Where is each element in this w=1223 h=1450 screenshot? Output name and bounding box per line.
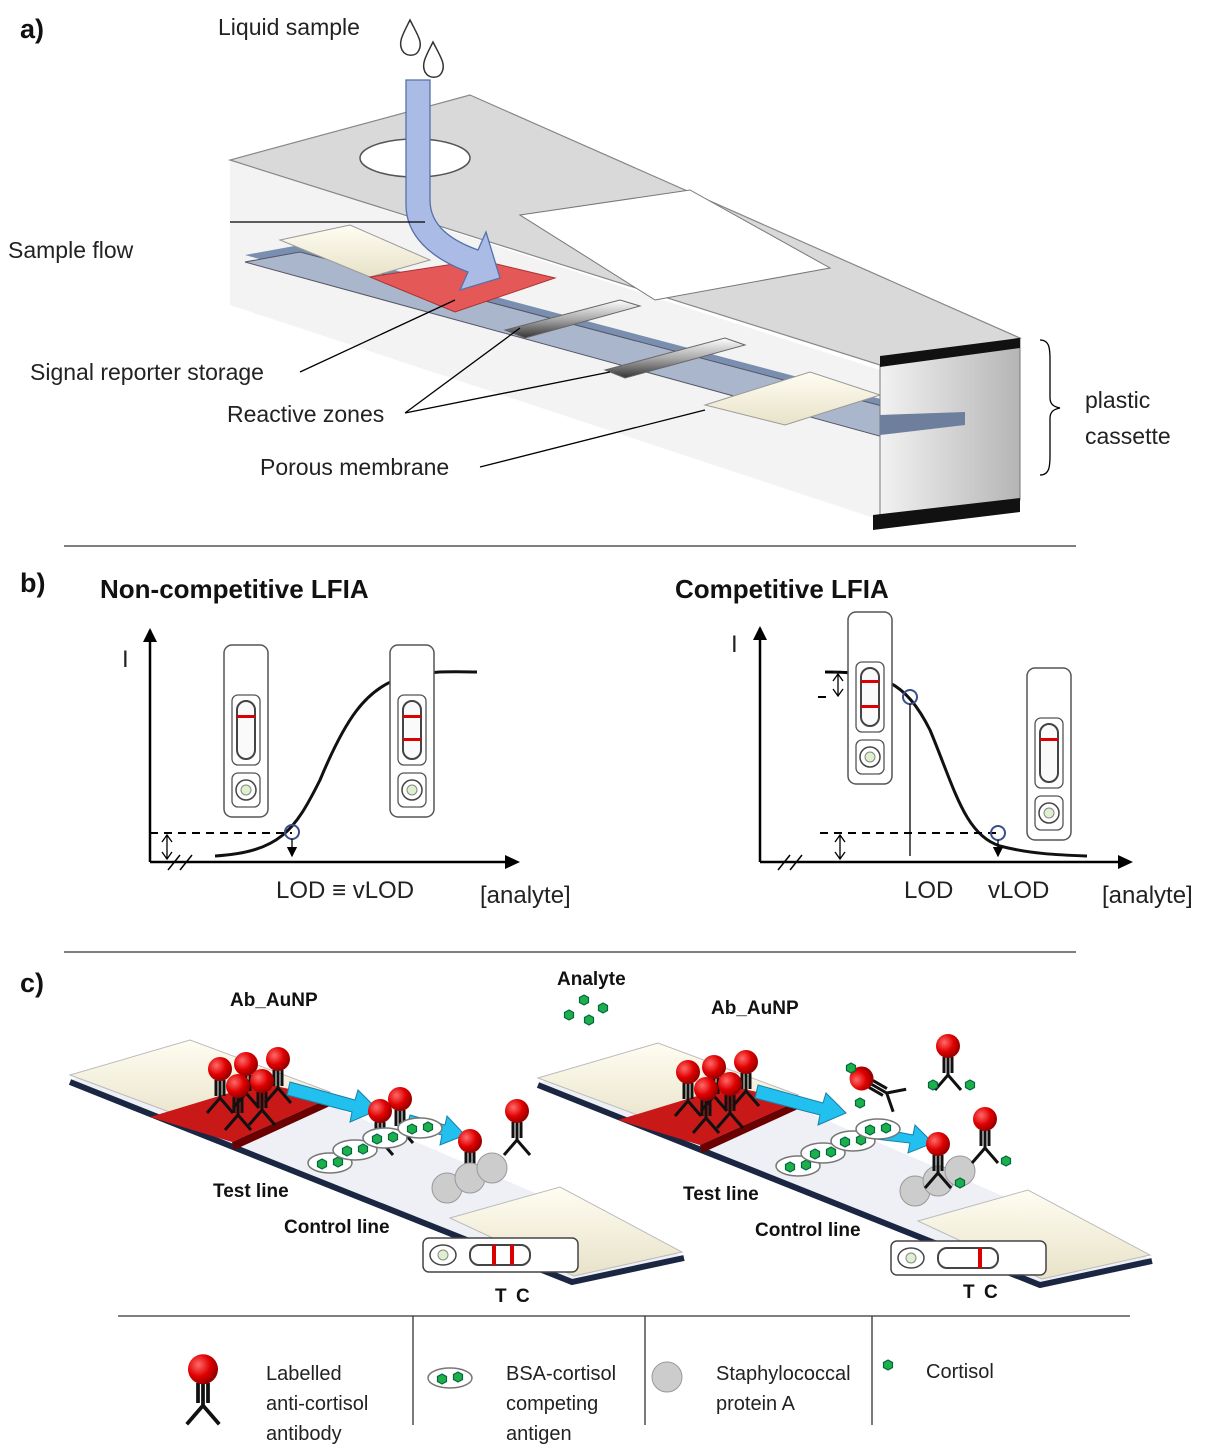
legend-antibody-icon bbox=[187, 1354, 220, 1424]
droplet bbox=[424, 42, 444, 77]
lod-label: LOD bbox=[904, 877, 953, 904]
strip-icon bbox=[1027, 668, 1071, 840]
noise-arrow bbox=[162, 835, 172, 859]
bsa-antigen bbox=[398, 1118, 442, 1138]
protein-a bbox=[477, 1153, 507, 1183]
legend-text: antibody bbox=[266, 1423, 342, 1445]
label-liquid-sample: Liquid sample bbox=[218, 14, 360, 40]
axis-arrow bbox=[753, 626, 1133, 869]
label-antibody: Ab_AuNP bbox=[711, 998, 799, 1019]
control-line bbox=[403, 738, 421, 741]
panel-c: c) Ab_AuNP Test line Control line T C bbox=[20, 968, 1152, 1445]
lod-label: LOD ≡ vLOD bbox=[276, 877, 414, 904]
label-porous-membrane: Porous membrane bbox=[260, 454, 449, 480]
label-cassette: plastic bbox=[1085, 387, 1150, 413]
cortisol bbox=[580, 995, 589, 1005]
legend-text: protein A bbox=[716, 1393, 796, 1415]
label-t: T bbox=[963, 1282, 975, 1303]
droplet bbox=[401, 20, 421, 55]
label-test-line: Test line bbox=[213, 1181, 289, 1202]
strip-icon bbox=[848, 612, 892, 784]
test-line bbox=[237, 715, 255, 718]
bracket bbox=[1040, 340, 1060, 475]
legend-bsa-icon bbox=[428, 1368, 472, 1388]
cortisol bbox=[585, 1015, 594, 1025]
legend-protein-a-icon bbox=[652, 1362, 682, 1392]
label-test-line: Test line bbox=[683, 1184, 759, 1205]
control-line bbox=[510, 1245, 514, 1265]
control-line bbox=[1040, 738, 1058, 741]
label-analyte: Analyte bbox=[557, 969, 626, 990]
cortisol bbox=[847, 1063, 856, 1073]
label-reactive-zones: Reactive zones bbox=[227, 401, 384, 427]
label-signal-reporter: Signal reporter storage bbox=[30, 359, 264, 385]
label-sample-flow: Sample flow bbox=[8, 237, 134, 263]
test-line bbox=[861, 680, 879, 683]
baseline bbox=[818, 672, 848, 697]
strip-icon bbox=[390, 645, 434, 817]
legend-text: antigen bbox=[506, 1423, 572, 1445]
control-line bbox=[978, 1248, 982, 1268]
axis bbox=[760, 628, 1128, 862]
legend-text: anti-cortisol bbox=[266, 1393, 368, 1415]
test-line bbox=[492, 1245, 496, 1265]
panel-b: b) Non-competitive LFIA Competitive LFIA… bbox=[20, 568, 1193, 909]
legend-text: BSA-cortisol bbox=[506, 1363, 616, 1385]
strip-icon bbox=[224, 645, 268, 817]
test-line bbox=[403, 715, 421, 718]
plot-title: Non-competitive LFIA bbox=[100, 574, 369, 604]
bsa-antigen bbox=[856, 1119, 900, 1139]
y-axis-label: I bbox=[122, 646, 129, 673]
cortisol bbox=[599, 1003, 608, 1013]
lod-point bbox=[903, 690, 917, 704]
label-control-line: Control line bbox=[284, 1217, 390, 1238]
cortisol bbox=[856, 1098, 865, 1108]
label-c: C bbox=[516, 1286, 530, 1307]
cortisol bbox=[1002, 1156, 1011, 1166]
figure: a) Liquid sample Sample flow Signal repo… bbox=[0, 0, 1223, 1445]
cortisol bbox=[956, 1178, 965, 1188]
antibody bbox=[972, 1107, 998, 1163]
legend-cortisol-icon bbox=[884, 1360, 893, 1370]
antibody bbox=[504, 1099, 530, 1155]
label-antibody: Ab_AuNP bbox=[230, 990, 318, 1011]
plot-title: Competitive LFIA bbox=[675, 574, 889, 604]
panel-label: c) bbox=[20, 968, 44, 998]
axis bbox=[150, 630, 515, 862]
antibody bbox=[935, 1034, 961, 1090]
label-cassette: cassette bbox=[1085, 423, 1171, 449]
label-control-line: Control line bbox=[755, 1220, 861, 1241]
legend-text: Cortisol bbox=[926, 1361, 994, 1383]
x-axis-label: [analyte] bbox=[1102, 882, 1193, 909]
label-t: T bbox=[495, 1286, 507, 1307]
vlod-label: vLOD bbox=[988, 877, 1049, 904]
noise-arrow bbox=[833, 674, 845, 859]
control-line bbox=[861, 705, 879, 708]
x-axis-label: [analyte] bbox=[480, 882, 571, 909]
cortisol bbox=[929, 1080, 938, 1090]
cortisol bbox=[565, 1010, 574, 1020]
legend-text: competing bbox=[506, 1393, 598, 1415]
panel-label: a) bbox=[20, 14, 44, 44]
legend-text: Staphylococcal bbox=[716, 1363, 851, 1385]
cortisol bbox=[966, 1080, 975, 1090]
label-c: C bbox=[984, 1282, 998, 1303]
panel-label: b) bbox=[20, 568, 45, 598]
y-axis-label: I bbox=[731, 631, 738, 658]
panel-a: a) Liquid sample Sample flow Signal repo… bbox=[8, 14, 1171, 530]
legend-text: Labelled bbox=[266, 1363, 342, 1385]
